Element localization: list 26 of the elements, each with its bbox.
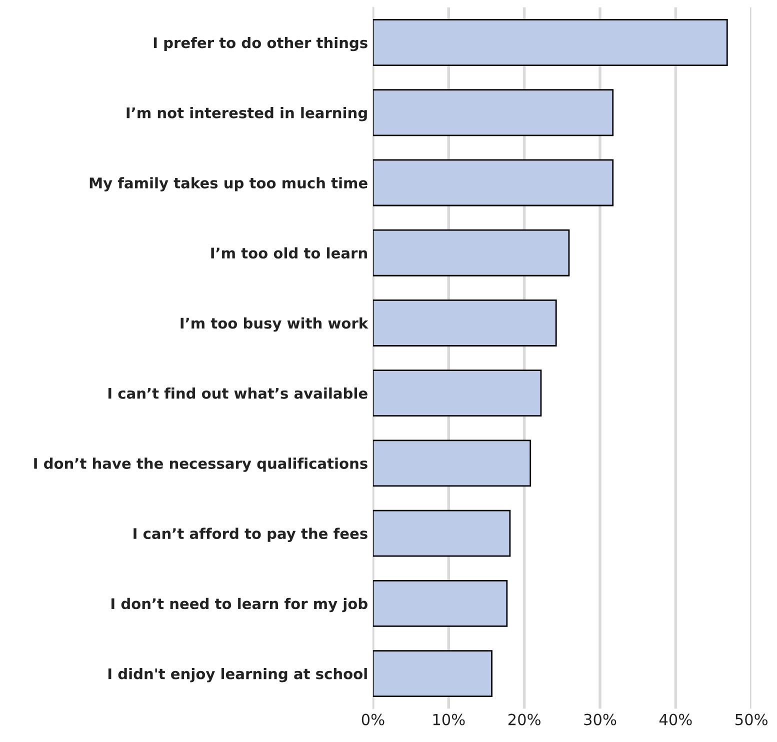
x-tick-label: 40% [659, 714, 692, 726]
bar [372, 89, 614, 136]
bar [372, 229, 570, 276]
x-tick-label: 20% [508, 714, 540, 726]
bar [372, 510, 511, 557]
y-tick-label: I can’t find out what’s available [108, 388, 368, 399]
y-tick-label: My family takes up too much time [90, 177, 368, 192]
y-tick-label: I don’t have the necessary qualifications [34, 458, 368, 472]
x-tick-label: 0% [362, 714, 384, 726]
y-tick-label: I’m too old to learn [211, 247, 367, 259]
y-tick-label: I didn't enjoy learning at school [108, 668, 367, 682]
bar [372, 580, 508, 627]
bar [372, 440, 532, 487]
x-tick-label: 30% [584, 714, 616, 726]
y-tick-label: I’m too busy with work [180, 317, 368, 332]
y-tick-label: I don’t need to learn for my job [112, 598, 368, 612]
bar [372, 370, 542, 417]
y-tick-label: I prefer to do other things [154, 36, 368, 52]
bar [372, 299, 557, 346]
y-tick-label: I can’t afford to pay the fees [134, 528, 368, 542]
x-tick-label: 10% [433, 714, 465, 726]
x-tick-label: 50% [736, 714, 768, 726]
y-tick-label: I’m not interested in learning [126, 107, 367, 122]
bar [372, 159, 614, 206]
bar [372, 18, 728, 66]
bar [372, 650, 492, 698]
